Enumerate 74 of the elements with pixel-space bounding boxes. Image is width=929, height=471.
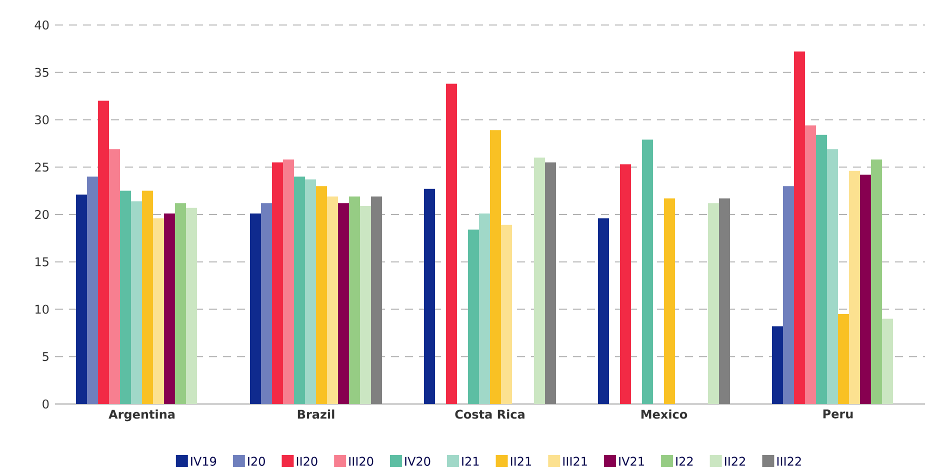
y-tick-label: 25 [35,162,48,172]
bar [250,214,262,404]
bar [349,196,360,404]
legend-label: III22 [777,456,801,466]
legend-label: I22 [676,456,693,466]
bar [534,158,545,404]
bar [371,196,382,404]
bar [826,149,838,404]
bar [860,174,871,404]
bar [794,52,805,404]
bar [424,188,436,404]
bar [598,218,609,404]
bar [782,186,794,404]
bar [261,203,272,404]
y-tick-label: 40 [34,20,49,30]
bar [87,176,98,404]
bar [175,203,186,404]
legend-label: I20 [248,456,265,466]
legend-label: II20 [296,456,318,466]
bar [120,190,132,404]
bar [316,186,328,404]
bar [360,206,372,404]
bar [490,130,502,404]
legend-label: IV20 [405,456,430,466]
bar [708,203,719,404]
bar [305,179,316,404]
bar [294,176,306,404]
x-tick-label: Peru [823,410,853,418]
bar [142,190,154,404]
bar [76,194,88,404]
bar [98,100,110,404]
bar [882,318,893,404]
y-tick-label: 35 [35,68,48,77]
bar [446,84,458,404]
bar [501,224,512,404]
bar [642,140,653,404]
x-tick-label: Brazil [298,410,334,419]
legend-label: IV19 [191,456,216,466]
bar [772,326,783,404]
bar [468,230,480,404]
bar [816,134,827,404]
bar [838,314,849,404]
y-tick-label: 0 [42,399,49,409]
bar [164,214,176,404]
bar [283,160,294,404]
bar [804,125,816,404]
bar [479,214,490,404]
y-tick-label: 20 [35,210,49,220]
bar [131,201,142,404]
x-tick-label: Mexico [641,410,688,419]
y-tick-label: 15 [36,257,48,266]
x-tick-label: Argentina [108,410,175,422]
bar [620,164,631,404]
bar [186,208,198,404]
legend-label: II21 [510,456,532,466]
bar [664,198,675,404]
legend-label: IV21 [619,456,644,466]
bar [545,162,556,404]
bar [719,198,730,404]
bar [109,149,120,404]
x-tick-label: Costa Rica [455,410,524,419]
legend-label: I21 [462,456,479,466]
bar [338,203,350,404]
legend-label: III21 [563,456,587,466]
legend-label: III20 [349,456,374,466]
bar [327,196,338,404]
bar [272,162,284,404]
bar [153,218,164,404]
legend-label: II22 [725,456,745,466]
y-tick-label: 5 [42,352,48,362]
bar [870,160,882,404]
y-tick-label: 10 [36,304,49,314]
bar [848,170,860,404]
y-tick-label: 30 [35,115,49,124]
